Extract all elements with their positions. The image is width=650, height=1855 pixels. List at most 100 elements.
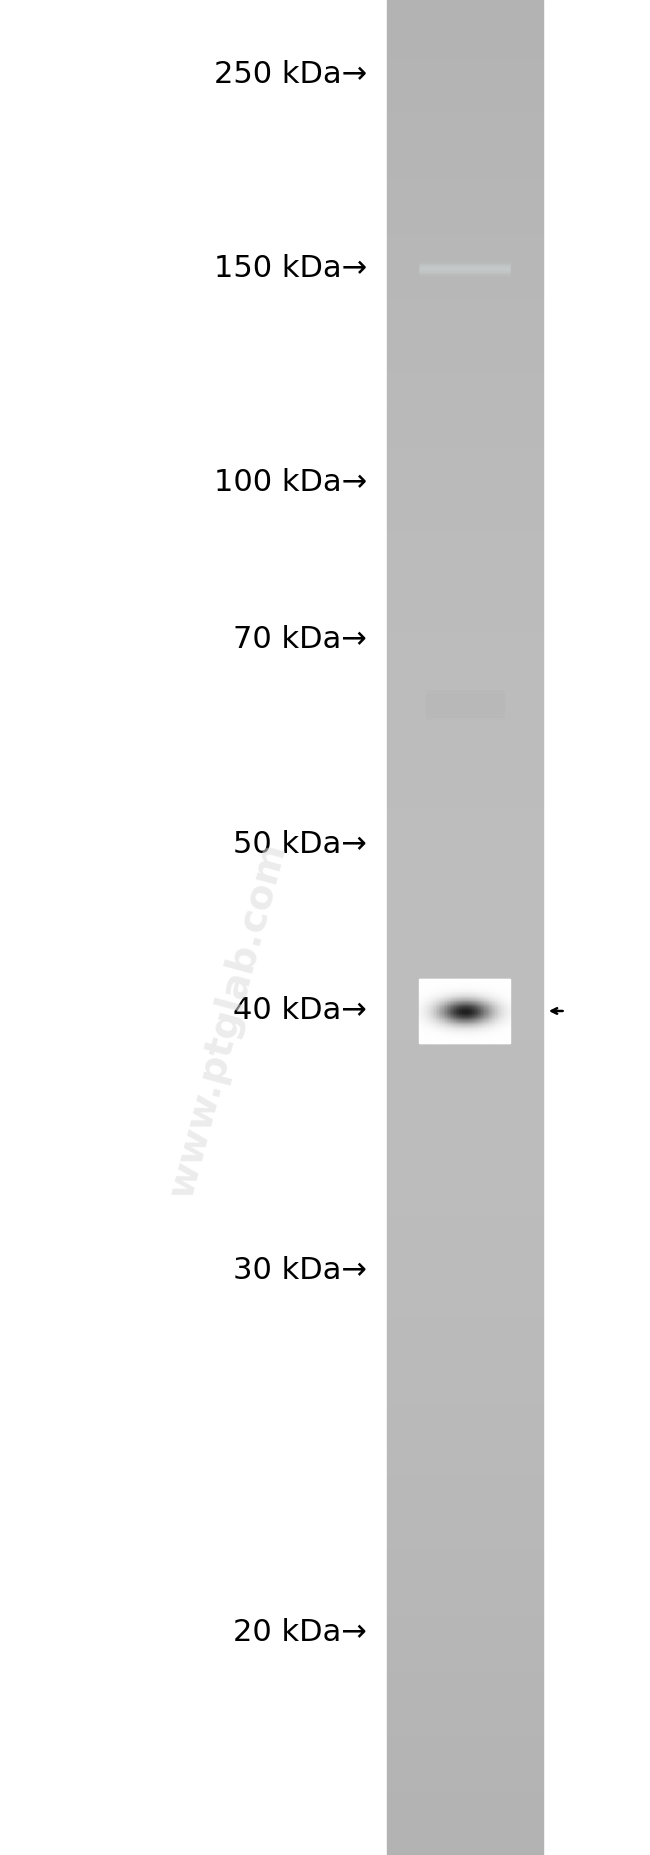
Bar xyxy=(387,946,543,955)
Bar xyxy=(387,696,543,705)
Bar xyxy=(387,1447,543,1456)
Bar xyxy=(387,1790,543,1799)
Bar xyxy=(387,835,543,844)
Bar xyxy=(387,612,543,621)
Bar xyxy=(387,714,543,723)
Bar xyxy=(387,890,543,900)
Bar xyxy=(387,872,543,881)
Bar xyxy=(387,1317,543,1326)
Bar xyxy=(387,1159,543,1169)
Bar xyxy=(387,742,543,751)
Bar xyxy=(387,130,543,139)
Bar xyxy=(387,343,543,352)
Bar xyxy=(387,1067,543,1076)
Bar xyxy=(387,1289,543,1298)
Bar xyxy=(387,538,543,547)
Bar xyxy=(387,315,543,325)
Bar xyxy=(387,9,543,19)
Bar xyxy=(387,1438,543,1447)
Bar xyxy=(387,1391,543,1401)
Bar xyxy=(387,380,543,390)
Bar xyxy=(387,594,543,603)
Bar xyxy=(387,788,543,798)
Bar xyxy=(387,807,543,816)
Bar xyxy=(387,195,543,204)
Bar xyxy=(387,297,543,306)
Bar xyxy=(387,1799,543,1809)
Bar xyxy=(387,1558,543,1567)
Bar xyxy=(387,1707,543,1716)
Bar xyxy=(387,445,543,454)
Bar xyxy=(387,1846,543,1855)
Bar xyxy=(387,1048,543,1057)
Bar xyxy=(387,723,543,733)
Bar xyxy=(387,223,543,232)
Bar xyxy=(387,1030,543,1039)
Bar xyxy=(387,770,543,779)
Bar xyxy=(387,213,543,223)
Bar xyxy=(387,1104,543,1113)
Bar xyxy=(387,1206,543,1215)
Bar xyxy=(387,186,543,195)
Bar xyxy=(387,1697,543,1707)
Bar xyxy=(387,1503,543,1512)
Bar xyxy=(387,371,543,380)
Bar xyxy=(387,306,543,315)
Bar xyxy=(387,1827,543,1836)
Bar xyxy=(387,139,543,148)
Bar xyxy=(387,733,543,742)
Bar xyxy=(387,640,543,649)
Bar xyxy=(387,492,543,501)
Bar xyxy=(387,1224,543,1234)
Bar xyxy=(387,1605,543,1614)
Bar xyxy=(387,705,543,714)
Text: www.ptglab.com: www.ptglab.com xyxy=(162,838,293,1202)
Bar xyxy=(387,547,543,556)
Bar xyxy=(387,482,543,492)
Bar xyxy=(387,1753,543,1762)
Bar xyxy=(387,1772,543,1781)
Bar xyxy=(387,909,543,918)
Bar xyxy=(387,1401,543,1410)
Bar xyxy=(387,1456,543,1465)
Bar xyxy=(387,928,543,937)
Bar xyxy=(387,278,543,288)
Bar xyxy=(387,519,543,529)
Bar xyxy=(387,473,543,482)
Bar xyxy=(387,1484,543,1493)
Bar xyxy=(387,1150,543,1159)
Bar xyxy=(387,603,543,612)
Bar xyxy=(387,427,543,436)
Bar xyxy=(387,121,543,130)
Text: 30 kDa→: 30 kDa→ xyxy=(233,1256,367,1286)
Bar xyxy=(387,1642,543,1651)
Bar xyxy=(387,1521,543,1530)
Bar xyxy=(387,825,543,835)
Bar xyxy=(387,232,543,241)
Bar xyxy=(387,325,543,334)
Bar xyxy=(387,1085,543,1094)
Bar xyxy=(387,844,543,853)
Bar xyxy=(387,1280,543,1289)
Bar xyxy=(387,1169,543,1178)
Bar xyxy=(387,1540,543,1549)
Bar xyxy=(387,1382,543,1391)
Bar xyxy=(387,1428,543,1438)
Bar xyxy=(387,37,543,46)
Text: 250 kDa→: 250 kDa→ xyxy=(214,59,367,89)
Bar xyxy=(387,352,543,362)
Bar xyxy=(387,0,543,9)
Bar xyxy=(387,158,543,167)
Bar xyxy=(387,1781,543,1790)
Bar xyxy=(387,454,543,464)
Bar xyxy=(387,566,543,575)
Bar xyxy=(387,46,543,56)
Text: 50 kDa→: 50 kDa→ xyxy=(233,829,367,859)
Bar xyxy=(387,399,543,408)
Bar xyxy=(387,288,543,297)
Bar xyxy=(387,204,543,213)
Bar xyxy=(387,1252,543,1261)
Bar xyxy=(387,501,543,510)
Bar xyxy=(387,1020,543,1030)
Bar xyxy=(387,1298,543,1308)
